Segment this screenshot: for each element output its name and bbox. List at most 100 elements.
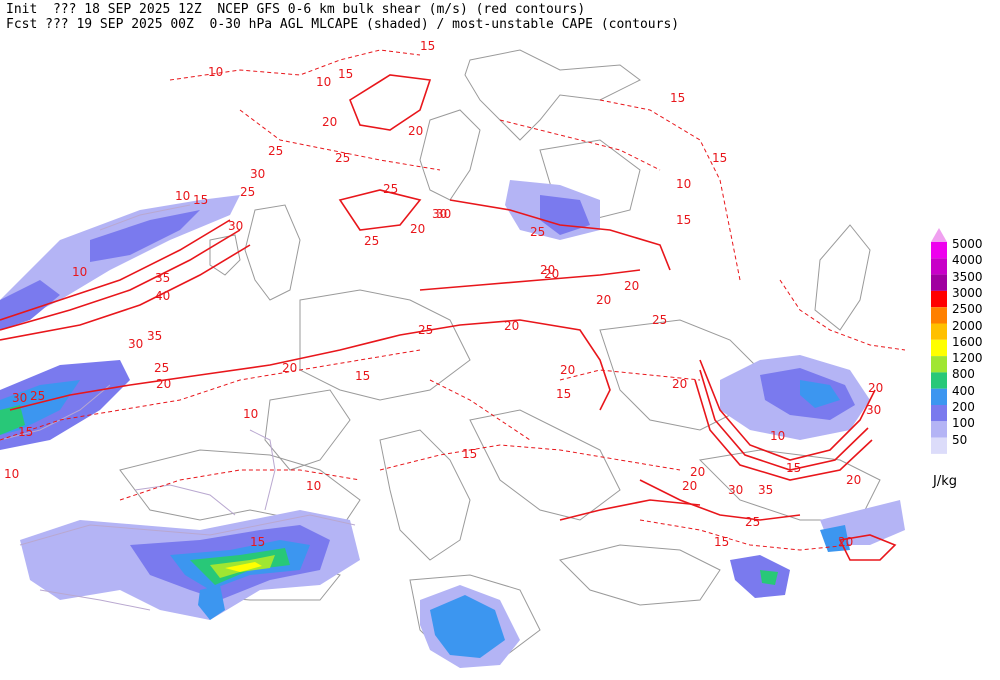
colorbar-swatch: [931, 405, 947, 422]
shear-label: 30: [866, 403, 881, 417]
shear-label: 20: [322, 115, 337, 129]
shear-label: 15: [338, 67, 353, 81]
cape-region-med-top: [225, 562, 262, 572]
shear-label: 25: [745, 515, 760, 529]
shear-label: 15: [712, 151, 727, 165]
colorbar-swatch: [931, 372, 947, 389]
shear-label: 15: [714, 535, 729, 549]
colorbar-level-label: 200: [952, 400, 975, 414]
shear-labels: 15 10 15 10 15 20 20 25 25 30 25 10 15 3…: [4, 39, 883, 549]
colorbar-cap: [931, 228, 947, 242]
shear-label: 30: [228, 219, 243, 233]
cape-region-italy-island: [198, 585, 225, 620]
colorbar-swatch: [931, 242, 947, 259]
shear-label: 25: [30, 389, 45, 403]
colorbar-swatch: [931, 274, 947, 291]
cape-region-atlantic-w-peak: [0, 405, 25, 435]
cape-region-atlantic-edge: [0, 280, 60, 330]
colorbar-swatch: [931, 258, 947, 275]
shear-label: 20: [838, 535, 853, 549]
colorbar-level-label: 3000: [952, 285, 983, 300]
cape-region-atlantic-w: [0, 360, 130, 450]
shear-label: 25: [154, 361, 169, 375]
shear-label: 20: [672, 377, 687, 391]
shear-label: 15: [462, 447, 477, 461]
shear-label: 25: [418, 323, 433, 337]
shear-label: 20: [410, 222, 425, 236]
colorbar-level-label: 400: [952, 383, 975, 398]
colorbar-level-label: 50: [952, 432, 968, 447]
cape-shading: [0, 180, 905, 668]
shear-label: 25: [652, 313, 667, 327]
shear-label: 15: [556, 387, 571, 401]
units-label: J/kg: [933, 474, 957, 489]
colorbar-swatch: [931, 356, 947, 373]
shear-label: 25: [530, 225, 545, 239]
shear-label: 20: [544, 267, 559, 281]
shear-label: 20: [596, 293, 611, 307]
shear-label: 35: [758, 483, 773, 497]
cape-region-levant: [730, 555, 790, 598]
colorbar-swatch: [931, 437, 947, 454]
shear-label: 15: [193, 193, 208, 207]
shear-label: 10: [72, 265, 87, 279]
colorbar-level-label: 5000: [952, 237, 983, 251]
shear-label: 30: [436, 207, 451, 221]
shear-label: 15: [786, 461, 801, 475]
shear-label: 10: [676, 177, 691, 191]
cape-region-atlantic-nw-core: [90, 210, 200, 262]
shear-label: 30: [728, 483, 743, 497]
shear-label: 20: [282, 361, 297, 375]
colorbar-level-label: 2500: [952, 302, 983, 317]
shear-label: 20: [868, 381, 883, 395]
shear-label: 20: [690, 465, 705, 479]
shear-label: 20: [408, 124, 423, 138]
shear-label: 15: [676, 213, 691, 227]
colorbar-swatch: [931, 323, 947, 340]
shear-label: 10: [243, 407, 258, 421]
shear-label: 30: [128, 337, 143, 351]
colorbar-swatch: [931, 290, 947, 308]
shear-label: 20: [560, 363, 575, 377]
colorbar-level-label: 4000: [952, 253, 983, 268]
cape-region-europe-ne-core: [540, 195, 590, 235]
shear-label: 20: [846, 473, 861, 487]
shear-label: 40: [155, 289, 170, 303]
shear-label: 10: [175, 189, 190, 203]
shear-label: 25: [335, 151, 350, 165]
shear-label: 15: [18, 425, 33, 439]
shear-label: 15: [670, 91, 685, 105]
shear-label: 10: [4, 467, 19, 481]
shear-label: 10: [306, 479, 321, 493]
colorbar-swatch: [931, 307, 947, 324]
colorbar-swatch: [931, 339, 947, 357]
colorbar-swatch: [931, 421, 947, 438]
colorbar: [931, 228, 947, 454]
shear-label: 30: [12, 391, 27, 405]
shear-label: 25: [383, 182, 398, 196]
header-line-1: Init ??? 18 SEP 2025 12Z NCEP GFS 0-6 km…: [6, 2, 586, 17]
colorbar-level-label: 1600: [952, 334, 983, 349]
colorbar-level-label: 2000: [952, 318, 983, 333]
shear-label: 10: [316, 75, 331, 89]
shear-label: 20: [540, 263, 555, 277]
colorbar-level-label: 100: [952, 416, 975, 431]
shear-label: 35: [155, 271, 170, 285]
colorbar-level-label: 1200: [952, 351, 983, 366]
shear-label: 35: [147, 329, 162, 343]
shear-label: 15: [420, 39, 435, 53]
shear-label: 15: [355, 369, 370, 383]
shear-label: 15: [250, 535, 265, 549]
colorbar-level-label: 800: [952, 367, 975, 382]
cape-region-levant-peak: [760, 570, 778, 585]
shear-label: 25: [240, 185, 255, 199]
shear-label: 25: [268, 144, 283, 158]
shear-label: 20: [504, 319, 519, 333]
shear-contours: [0, 49, 906, 561]
cape-region-caspian-peak: [800, 380, 840, 408]
shear-label: 25: [364, 234, 379, 248]
shear-label: 30: [250, 167, 265, 181]
shear-label: 10: [208, 65, 223, 79]
shear-label: 20: [624, 279, 639, 293]
